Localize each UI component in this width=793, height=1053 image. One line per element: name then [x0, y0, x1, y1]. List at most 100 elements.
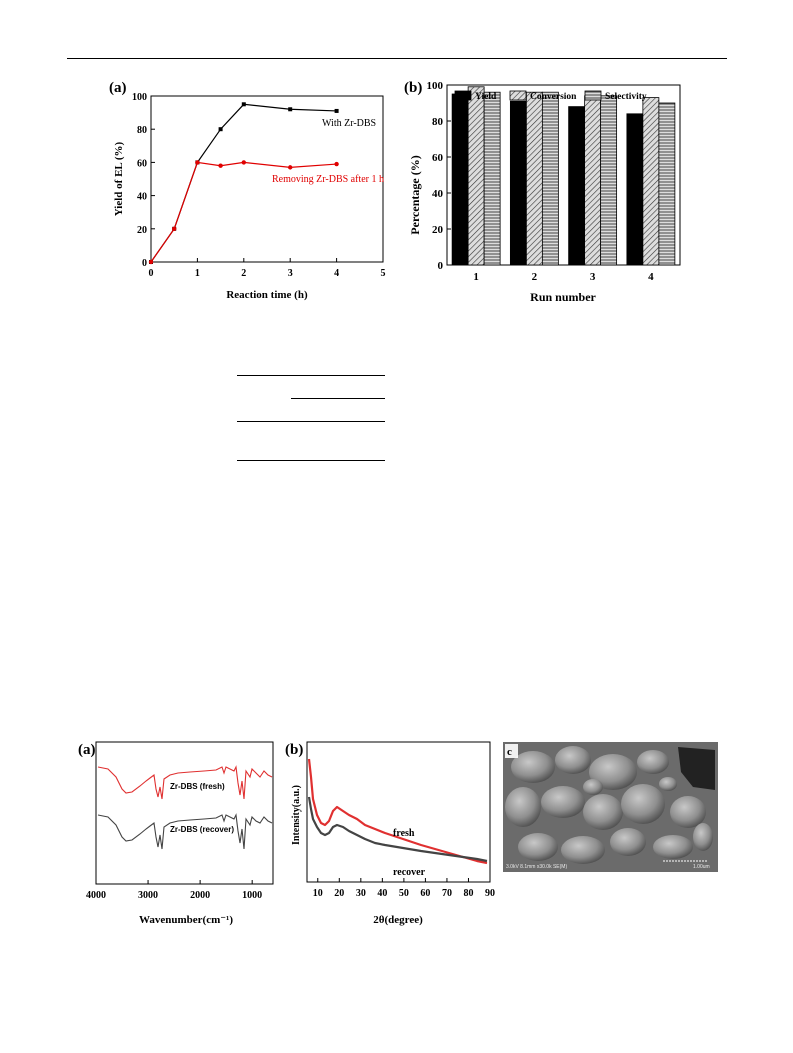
data-point	[334, 161, 339, 167]
legend-label: Selectivity	[605, 92, 647, 102]
sem-particles	[505, 746, 715, 864]
pattern-fresh	[307, 758, 488, 865]
series-label-removing: Removing Zr-DBS after 1 h	[272, 174, 384, 185]
bar-selectivity-run-2	[541, 91, 559, 266]
x-tick-label: 2	[241, 268, 246, 279]
panel-label: c	[507, 746, 512, 758]
y-tick-label: 80	[137, 125, 147, 136]
x-tick-label: 30	[356, 888, 366, 899]
y-tick-label: 100	[132, 92, 147, 103]
legend-swatch	[454, 90, 472, 101]
bar-selectivity-run-3	[600, 95, 618, 266]
bar-conversion-run-3	[584, 95, 602, 266]
y-tick-label: 0	[142, 258, 147, 269]
figure2-panel-b-xrd: (b) 10 20 30 40 50 60 70 80 90 fresh recover 2θ(…	[285, 741, 495, 926]
header-rule	[67, 58, 727, 59]
x-tick-label: 3000	[138, 890, 158, 901]
plot-frame	[306, 741, 491, 883]
x-tick-label: 60	[420, 888, 430, 899]
bar-conversion-run-1	[467, 86, 485, 266]
x-tick-label: 1	[195, 268, 200, 279]
spectrum-recover	[97, 813, 273, 850]
y-axis-label: Percentage (%)	[408, 155, 422, 234]
data-point	[241, 102, 246, 107]
spectrum-fresh	[97, 765, 273, 800]
legend-label: Conversion	[530, 92, 577, 102]
y-tick-label: 40	[432, 188, 444, 200]
x-tick-label: 2000	[190, 890, 210, 901]
panel-label: (a)	[109, 80, 127, 96]
bar-yield-run-2	[509, 100, 527, 266]
data-point	[195, 160, 200, 165]
x-axis-label: Reaction time (h)	[226, 289, 308, 301]
x-tick-label: 2	[532, 271, 538, 283]
plot-frame	[150, 95, 384, 263]
x-tick-label: 70	[442, 888, 452, 899]
x-tick-label: 4000	[86, 890, 106, 901]
panel-label: (b)	[285, 742, 303, 758]
x-tick-label: 20	[334, 888, 344, 899]
y-tick-label: 20	[137, 225, 147, 236]
bar-conversion-run-4	[642, 97, 660, 266]
x-tick-label: 90	[485, 888, 495, 899]
figure1-panel-b-chart: (b) 0 20 40 60 80 100 1 2 3 4 Yield Conversion Sele…	[404, 80, 681, 304]
bar-selectivity-run-1	[483, 91, 501, 266]
legend-label: Yield	[475, 92, 497, 102]
bar-selectivity-run-4	[658, 102, 676, 266]
bar-yield-run-4	[626, 113, 644, 266]
data-point	[241, 160, 246, 165]
x-axis-label: Wavenumber(cm⁻¹)	[139, 914, 233, 926]
y-tick-label: 60	[137, 158, 147, 169]
y-tick-label: 0	[438, 260, 444, 272]
y-tick-label: 40	[137, 192, 147, 203]
x-tick-label: 80	[463, 888, 473, 899]
panel-label: (a)	[78, 742, 96, 758]
x-tick-label: 3	[590, 271, 596, 283]
x-tick-label: 3	[288, 268, 293, 279]
y-axis-label: Intensity(a.u.)	[291, 785, 302, 845]
bar-conversion-run-2	[525, 91, 543, 266]
data-point	[218, 163, 223, 168]
y-tick-label: 100	[427, 80, 444, 92]
pattern-recover	[307, 796, 488, 863]
plot-frame	[446, 84, 681, 266]
plot-frame	[95, 741, 274, 885]
y-tick-label: 20	[432, 224, 444, 236]
data-point	[218, 127, 223, 132]
panel-label-box	[505, 744, 518, 758]
table-rule-bottom	[237, 460, 385, 461]
x-tick-label: 0	[149, 268, 154, 279]
table-rule-mid	[237, 421, 385, 422]
legend-swatch	[509, 90, 527, 101]
x-axis-label: 2θ(degree)	[373, 914, 423, 926]
x-tick-label: 4	[334, 268, 339, 279]
bar-yield-run-3	[568, 106, 586, 266]
panel-label: (b)	[404, 80, 422, 96]
x-tick-label: 5	[381, 268, 386, 279]
x-tick-label: 50	[399, 888, 409, 899]
x-axis-label: Run number	[530, 290, 596, 304]
x-tick-label: 10	[313, 888, 323, 899]
y-tick-label: 60	[432, 152, 444, 164]
data-point	[172, 226, 177, 231]
x-tick-label: 40	[377, 888, 387, 899]
x-tick-label: 4	[648, 271, 654, 283]
y-tick-label: 80	[432, 116, 444, 128]
data-point	[288, 165, 293, 170]
data-point	[148, 259, 154, 265]
legend-swatch	[584, 90, 602, 101]
y-axis-label: Yield of EL (%)	[113, 141, 125, 216]
label-recover: Zr-DBS (recover)	[170, 825, 234, 834]
figure1-panel-a-chart: (a) 0 1 2 3 4 5 0 20 40 60 80 100 With Zr-DBS Remov…	[109, 80, 386, 301]
figure2-panel-c-sem-image: c 3.0kV 8.1mm x30.0k SE(M) 1.00um	[503, 742, 718, 872]
x-tick-label: 1	[473, 271, 479, 283]
bar-yield-run-1	[451, 93, 469, 266]
table-rule-sub	[291, 398, 385, 399]
data-point	[334, 108, 339, 113]
table-rule-top	[237, 375, 385, 376]
label-fresh: fresh	[393, 828, 415, 839]
x-tick-label: 1000	[242, 890, 262, 901]
figure2-panel-a-ftir: (a) 4000 3000 2000 1000 Zr-DBS (fresh) Zr-D…	[78, 741, 274, 926]
label-fresh: Zr-DBS (fresh)	[170, 782, 225, 791]
